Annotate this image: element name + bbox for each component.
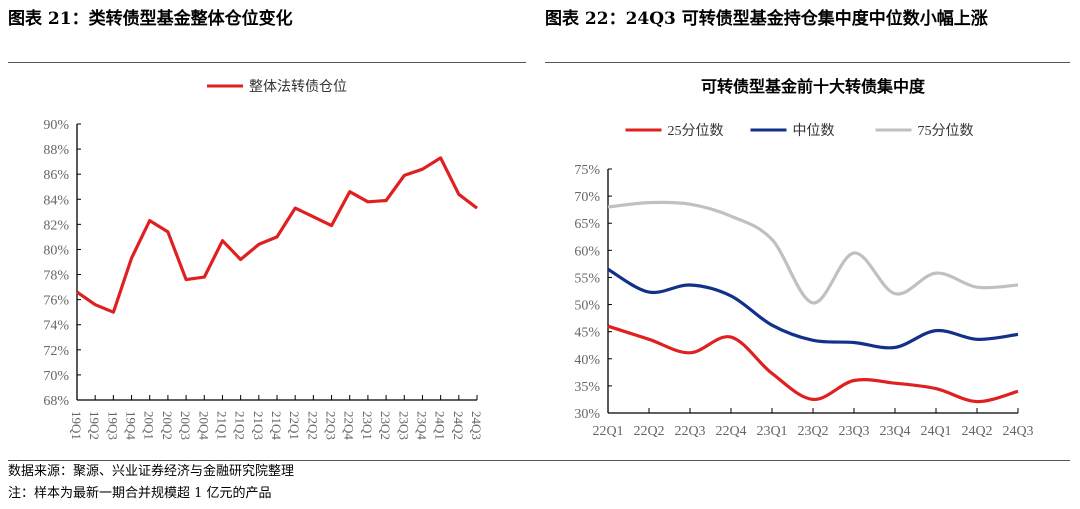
y-tick-label: 50% <box>574 299 600 314</box>
x-tick-label: 23Q4 <box>879 424 910 439</box>
source-note: 数据来源：聚源、兴业证券经济与金融研究院整理 <box>8 464 295 479</box>
left-title-rule <box>8 62 526 63</box>
y-tick-label: 35% <box>574 380 600 395</box>
x-tick-label: 23Q1 <box>756 424 787 439</box>
legend-label: 25分位数 <box>668 123 724 139</box>
y-tick-label: 55% <box>574 271 600 286</box>
y-tick-label: 82% <box>43 218 69 233</box>
y-tick-label: 72% <box>43 344 69 359</box>
y-tick-label: 65% <box>574 217 600 232</box>
x-tick-label: 22Q1 <box>287 411 302 440</box>
series-line <box>607 324 1019 404</box>
chart-title: 可转债型基金前十大转债集中度 <box>701 77 926 96</box>
y-tick-label: 76% <box>43 294 69 309</box>
y-tick-label: 40% <box>574 353 600 368</box>
x-tick-label: 24Q2 <box>961 424 992 439</box>
x-tick-label: 24Q3 <box>469 411 484 440</box>
x-tick-label: 23Q3 <box>838 424 869 439</box>
y-tick-label: 88% <box>43 143 69 158</box>
x-tick-label: 19Q4 <box>124 411 139 440</box>
x-tick-label: 23Q2 <box>378 411 393 440</box>
x-tick-label: 19Q1 <box>69 411 84 440</box>
y-tick-label: 74% <box>43 319 69 334</box>
x-tick-label: 21Q3 <box>251 411 266 440</box>
series-line <box>607 267 1019 350</box>
right-title-rule <box>545 62 1070 63</box>
x-tick-label: 19Q2 <box>87 411 102 440</box>
x-tick-label: 23Q4 <box>414 411 429 440</box>
y-tick-label: 68% <box>43 394 69 409</box>
footer-rule <box>8 460 1070 461</box>
x-tick-label: 24Q1 <box>433 411 448 440</box>
x-tick-label: 23Q3 <box>396 411 411 440</box>
y-tick-label: 45% <box>574 326 600 341</box>
y-tick-label: 78% <box>43 269 69 284</box>
x-tick-label: 23Q1 <box>360 411 375 440</box>
series-line <box>607 200 1019 305</box>
x-tick-label: 22Q3 <box>324 411 339 440</box>
left-figure-title: 图表 21：类转债型基金整体仓位变化 <box>8 9 293 29</box>
legend-label: 整体法转债仓位 <box>249 79 347 95</box>
right-chart: 可转债型基金前十大转债集中度 25分位数 中位数 75分位数 30% 35% 40% 45% 5… <box>574 77 1033 439</box>
x-tick-label: 22Q2 <box>305 411 320 440</box>
x-tick-label: 22Q4 <box>715 424 746 439</box>
x-tick-label: 21Q2 <box>233 411 248 440</box>
left-chart: 整体法转债仓位 68% 70% 72% 74% 76% 78% 80% 82% 84% 86% 88%… <box>43 79 484 440</box>
legend-label: 75分位数 <box>918 123 974 139</box>
x-tick-label: 22Q1 <box>592 424 623 439</box>
series-line <box>76 156 478 314</box>
sample-note: 注：样本为最新一期合并规模超 1 亿元的产品 <box>8 486 272 501</box>
y-tick-label: 75% <box>574 163 600 178</box>
x-tick-label: 20Q3 <box>178 411 193 440</box>
x-tick-label: 19Q3 <box>105 411 120 440</box>
y-tick-label: 70% <box>43 369 69 384</box>
y-tick-label: 84% <box>43 193 69 208</box>
y-tick-label: 80% <box>43 243 69 258</box>
legend-label: 中位数 <box>793 123 835 139</box>
x-tick-label: 24Q2 <box>451 411 466 440</box>
x-tick-label: 23Q2 <box>797 424 828 439</box>
right-figure-title: 图表 22：24Q3 可转债型基金持仓集中度中位数小幅上涨 <box>545 9 988 29</box>
x-tick-label: 21Q1 <box>214 411 229 440</box>
y-tick-label: 90% <box>43 118 69 133</box>
x-tick-label: 20Q2 <box>160 411 175 440</box>
y-tick-label: 30% <box>574 407 600 422</box>
x-tick-label: 24Q1 <box>920 424 951 439</box>
x-tick-label: 22Q2 <box>633 424 664 439</box>
x-tick-label: 24Q3 <box>1002 424 1033 439</box>
x-tick-label: 21Q4 <box>269 411 284 440</box>
x-tick-label: 22Q4 <box>342 411 357 440</box>
x-tick-label: 22Q3 <box>674 424 705 439</box>
y-tick-label: 86% <box>43 168 69 183</box>
y-tick-label: 60% <box>574 244 600 259</box>
y-tick-label: 70% <box>574 190 600 205</box>
x-tick-label: 20Q4 <box>196 411 211 440</box>
x-tick-label: 20Q1 <box>142 411 157 440</box>
